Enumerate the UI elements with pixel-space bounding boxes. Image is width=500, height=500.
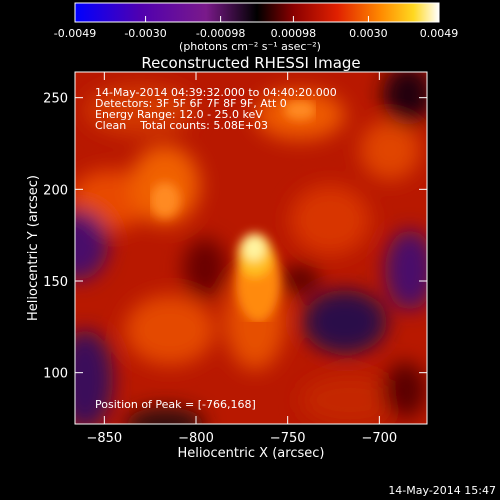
colorbar	[74, 2, 440, 23]
y-tick-label: 250	[43, 92, 68, 107]
colorbar-tick-label: 0.0030	[349, 27, 388, 40]
info-block: 14-May-2014 04:39:32.000 to 04:40:20.000…	[95, 86, 337, 132]
solar-image	[75, 72, 427, 424]
x-axis-ticks: −850 −800 −750 −700	[86, 72, 397, 446]
colorbar-unit-label: (photons cm⁻² s⁻¹ asec⁻²)	[179, 40, 321, 53]
y-tick-label: 150	[43, 275, 68, 290]
colorbar-ticks	[74, 16, 440, 22]
colorbar-tick-label: -0.0049	[54, 27, 96, 40]
y-axis-label: Heliocentric Y (arcsec)	[26, 175, 41, 321]
colorbar-tick-labels: -0.0049 -0.0030 -0.00098 0.00098 0.0030 0.004…	[54, 27, 458, 40]
peak-position-label: Position of Peak = [-766,168]	[95, 398, 256, 411]
info-line-energy: Energy Range: 12.0 - 25.0 keV	[95, 108, 263, 121]
x-tick-label: −700	[361, 431, 397, 446]
info-line-counts: Clean Total counts: 5.08E+03	[95, 119, 268, 132]
colorbar-tick-label: 0.0049	[420, 27, 459, 40]
x-tick-label: −800	[178, 431, 214, 446]
plot-title: Reconstructed RHESSI Image	[141, 54, 360, 72]
y-tick-label: 200	[43, 183, 68, 198]
y-tick-label: 100	[43, 367, 68, 382]
x-tick-label: −850	[86, 431, 122, 446]
plot-frame	[74, 71, 428, 425]
info-line-time: 14-May-2014 04:39:32.000 to 04:40:20.000	[95, 86, 337, 99]
footer-timestamp: 14-May-2014 15:47	[388, 484, 496, 497]
x-axis-label: Heliocentric X (arcsec)	[178, 446, 325, 461]
colorbar-tick-label: -0.0030	[124, 27, 166, 40]
y-axis-ticks: 100 150 200 250	[43, 92, 427, 382]
info-line-detectors: Detectors: 3F 5F 6F 7F 8F 9F, Att 0	[95, 97, 287, 110]
x-tick-label: −750	[270, 431, 306, 446]
colorbar-tick-label: 0.00098	[271, 27, 317, 40]
colorbar-tick-label: -0.00098	[196, 27, 245, 40]
